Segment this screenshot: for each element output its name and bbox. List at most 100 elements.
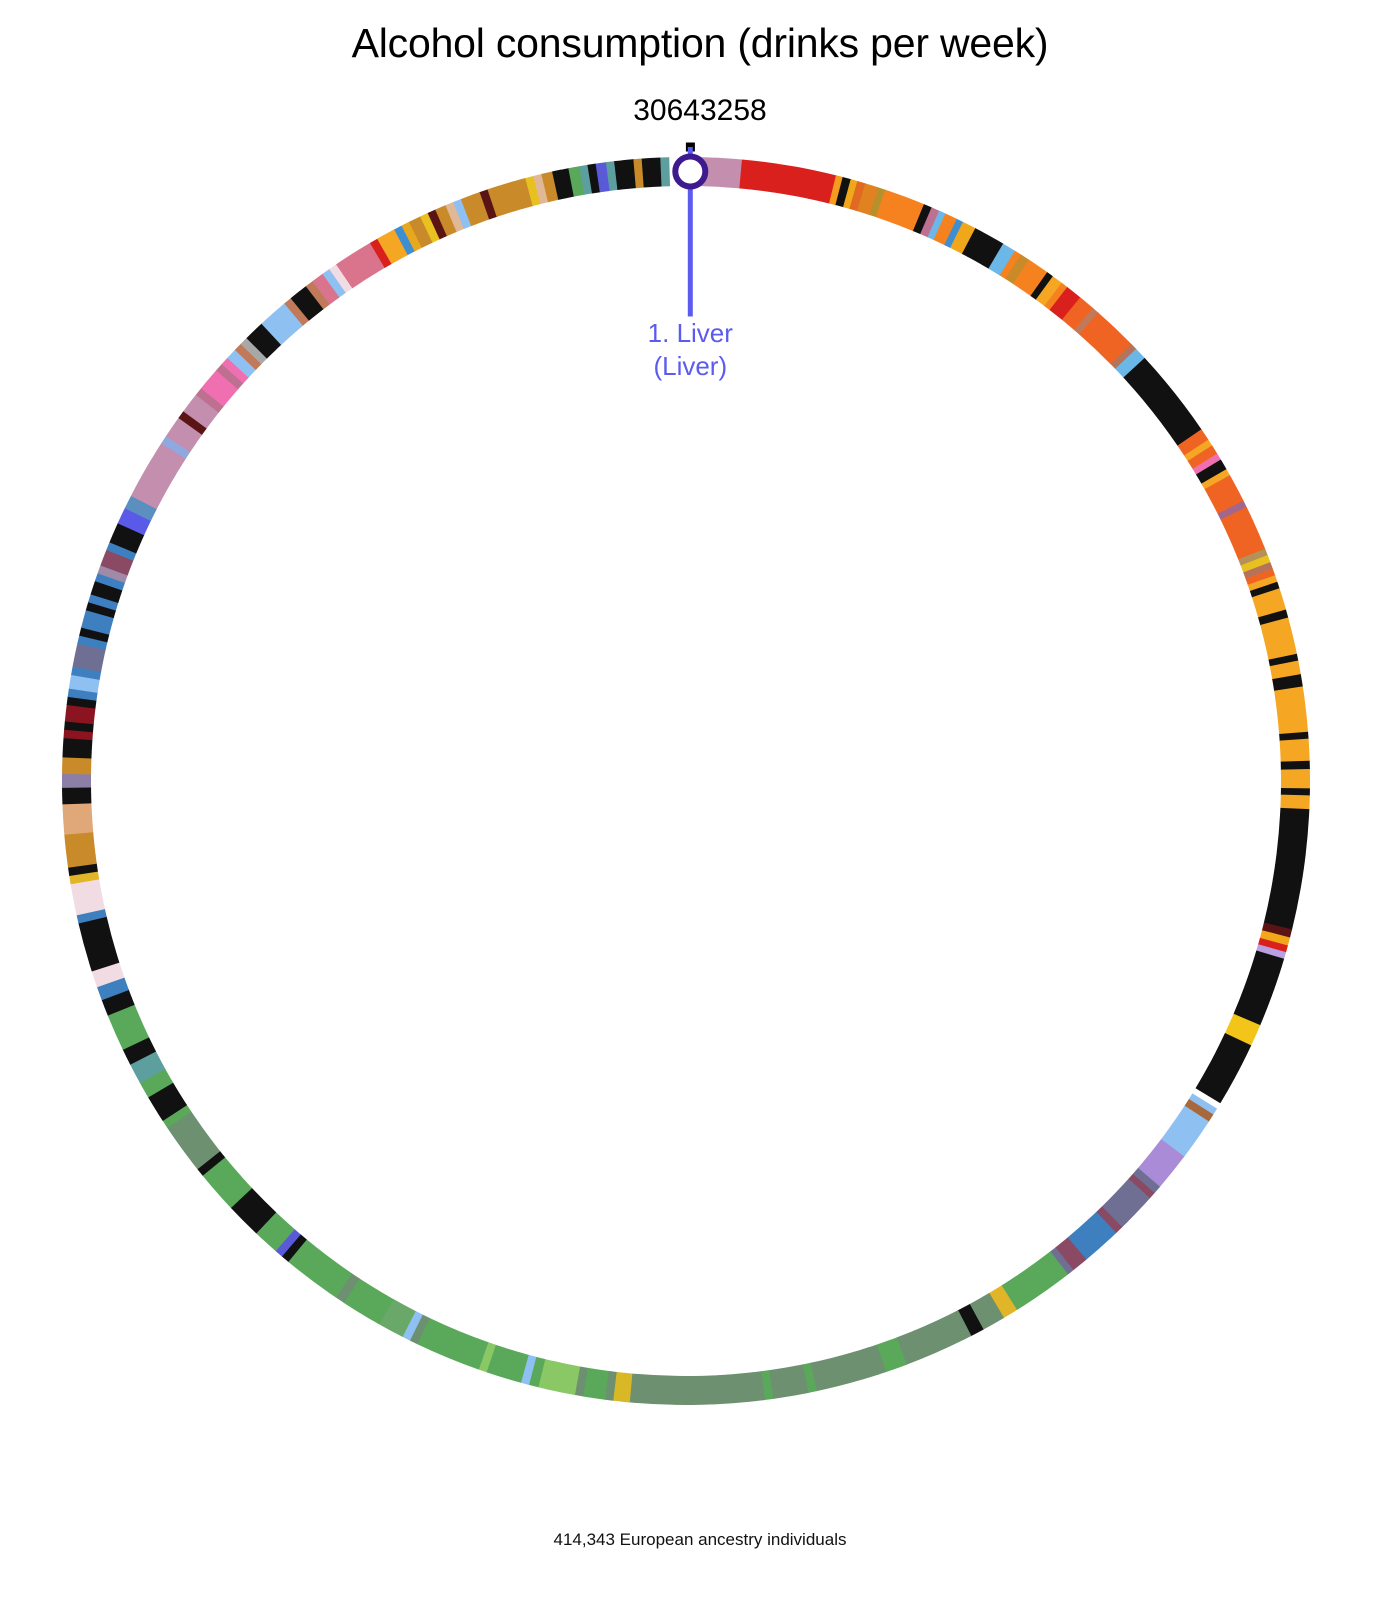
ring-segment [900,199,925,232]
ring-segment [343,1278,367,1308]
ring-segment [1261,922,1293,939]
ring-segment [401,221,423,252]
ring-segment [1184,439,1213,462]
annotation-rank-label: 1. Liver [647,318,733,348]
ring-segment [416,1317,489,1370]
ring-segment [629,1373,678,1405]
ring-segment [1091,1211,1117,1239]
ring-segment [1061,1237,1087,1266]
annotation-marker-circle[interactable] [672,153,709,190]
ring-segment [219,1175,247,1202]
ring-segment [90,580,123,604]
ring-segment [718,1374,730,1405]
ring-segment [614,160,626,190]
ring-segment [961,228,983,258]
ring-segment [62,737,93,759]
ring-segment [713,157,723,188]
ring-segment [352,249,376,279]
ring-segment [94,572,126,591]
ring-segment [835,176,852,208]
ring-segment [894,196,912,227]
ring-segment [1220,506,1251,528]
ring-segment [79,626,110,643]
ring-segment [100,549,134,576]
ring-segment [1007,1251,1069,1306]
ring-segment [77,635,108,651]
ring-segment [861,1347,879,1378]
ring-segment [409,1314,430,1345]
ring-segment [1049,286,1081,321]
ring-segment [789,166,802,197]
ring-segment [106,541,137,561]
ring-segment [876,1342,893,1373]
ring-segment [68,674,100,693]
ring-segment [511,1352,529,1383]
ring-segment [1280,769,1310,790]
ring-segment [195,387,224,413]
ring-segment [622,159,637,190]
ring-segment [768,1364,809,1399]
ring-segment [91,962,122,980]
ring-segment [1169,1105,1209,1145]
ring-segment [983,1292,1005,1322]
ring-segment [810,1351,863,1392]
ring-segment [234,343,262,370]
ring-segment [369,238,393,268]
ring-segment [191,1144,221,1170]
ring-segment [660,157,671,187]
ring-segment [497,183,515,214]
ring-segment [359,242,386,275]
ring-segment [109,534,140,554]
ring-segment [969,1296,999,1330]
ring-segment [246,328,276,359]
ring-segment [957,1307,978,1337]
ring-segment [224,1181,253,1208]
ring-segment [166,1111,216,1163]
ring-segment [261,317,288,345]
ring-segment [1280,794,1310,803]
ring-segment [150,453,180,476]
ring-segment [64,704,96,725]
ring-segment [988,1289,1010,1319]
ring-segment [435,205,458,237]
ring-segment [1201,469,1231,490]
ring-segment [72,657,103,673]
ring-segment [335,1273,360,1303]
ring-segment [1188,1093,1218,1116]
ring-segment [733,1372,757,1404]
ring-segment [486,1344,520,1381]
ring-segment [401,1310,423,1341]
ring-segment [277,303,304,331]
ring-segment [1256,944,1287,960]
ring-segment [230,1187,277,1234]
ring-segment [1001,1281,1025,1311]
ring-segment [1258,609,1289,626]
ring-segment [710,1375,721,1405]
ring-segment [255,1211,283,1240]
ring-segment [1249,581,1280,598]
ring-segment [994,1285,1018,1315]
ring-segment [802,1362,817,1393]
ring-segment [849,180,866,212]
ring-segment [1258,937,1288,953]
ring-segment [261,1217,295,1252]
ring-segment [129,1050,166,1084]
ring-segment [165,428,195,453]
ring-segment [520,1354,537,1385]
ring-segment [178,410,208,435]
ring-segment [471,191,490,223]
ring-segment [988,243,1016,276]
ring-segment [460,194,483,227]
ring-segment [853,1349,871,1380]
ring-segment [1273,864,1304,878]
ring-segment [692,1375,713,1405]
ring-segment [999,250,1022,280]
ring-segment [65,839,96,860]
ring-segment [950,1310,972,1340]
ring-segment [487,185,508,217]
ring-segment [1280,801,1310,810]
ring-segment [1177,429,1209,457]
ring-segment [1233,985,1272,1026]
ring-segment [336,257,362,289]
ring-segment [154,442,187,469]
